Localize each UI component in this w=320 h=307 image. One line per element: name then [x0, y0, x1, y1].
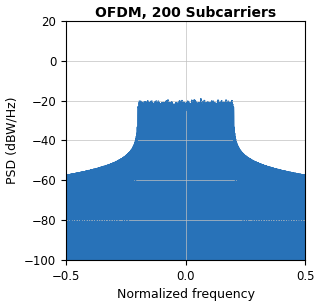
Y-axis label: PSD (dBW/Hz): PSD (dBW/Hz) — [5, 97, 19, 184]
X-axis label: Normalized frequency: Normalized frequency — [116, 289, 255, 301]
Title: OFDM, 200 Subcarriers: OFDM, 200 Subcarriers — [95, 6, 276, 20]
